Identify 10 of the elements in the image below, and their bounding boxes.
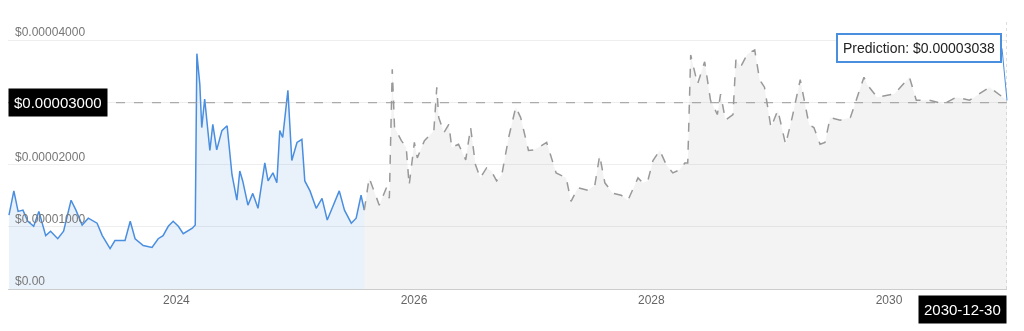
x-tick-label: 2026 xyxy=(400,293,428,308)
ref-line-label: 2030-12-30 xyxy=(924,301,1001,318)
x-tick-label: 2030 xyxy=(875,293,903,308)
y-tick-label: $0.00 xyxy=(15,273,46,288)
ref-line-label: $0.00003000 xyxy=(14,94,102,111)
x-tick-label: 2028 xyxy=(638,293,666,308)
x-tick-label: 2024 xyxy=(163,293,191,308)
y-tick-label: $0.00002000 xyxy=(15,149,86,164)
y-tick-label: $0.00004000 xyxy=(15,25,86,40)
annotation: Prediction: $0.00003038 xyxy=(843,40,995,56)
